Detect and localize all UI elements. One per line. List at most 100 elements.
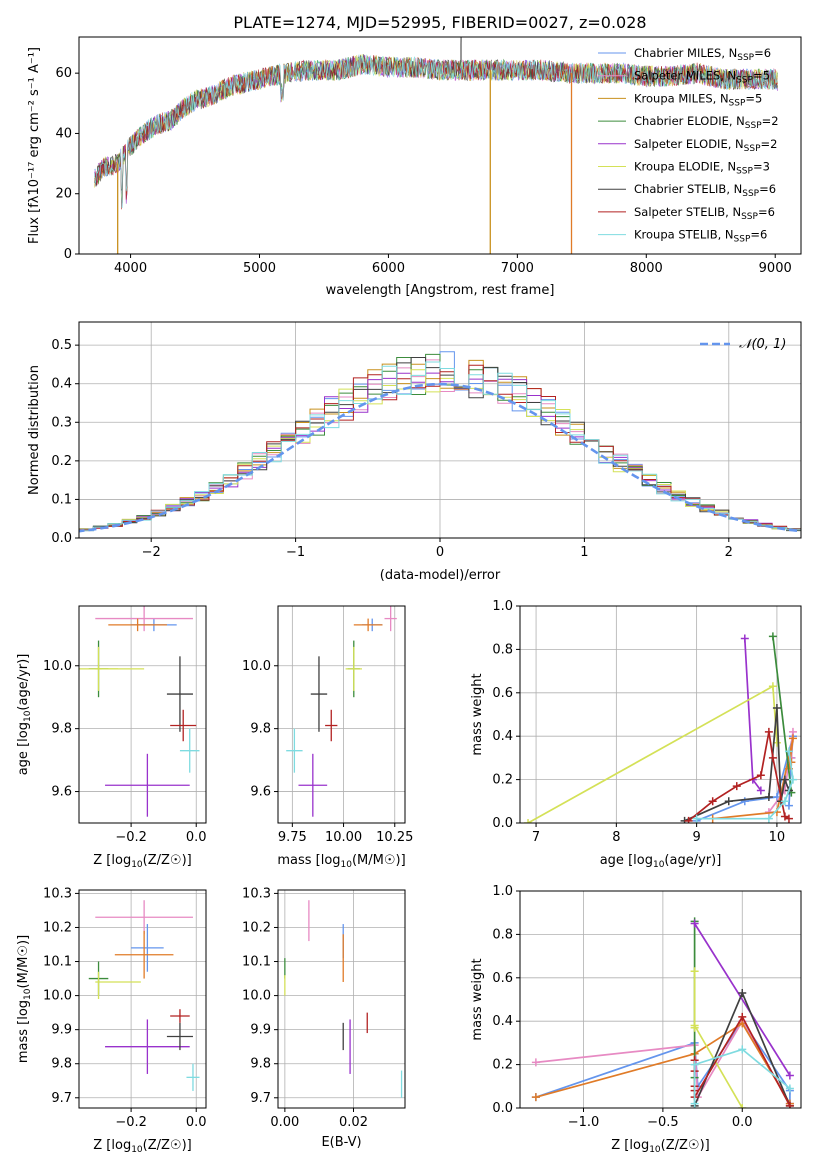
y-tick-label: 0.4 (492, 1014, 513, 1029)
x-tick-label: −0.2 (115, 830, 147, 845)
weight-marker (524, 819, 533, 823)
y-axis-title: age [log10(age/yr)] (16, 654, 33, 776)
mass-vs-ebv-panel: 0.00 0.02 9.7 9.8 9.9 10.0 10.1 10.2 10.3 E(B-V) (242, 886, 406, 1150)
x-tick-label: 9 (692, 830, 700, 845)
weight-marker (784, 801, 793, 810)
axes-frame (277, 605, 406, 824)
legend-entry: 𝒩(0, 1) (739, 337, 786, 352)
x-tick-label: 10 (769, 830, 786, 845)
y-tick-label: 10.3 (43, 886, 72, 901)
x-tick-label: 1 (580, 545, 588, 560)
weight-marker (772, 703, 781, 712)
y-tick-label: 1.0 (492, 599, 513, 614)
legend-entry: Kroupa STELIB, NSSP=6 (634, 228, 767, 245)
weight-marker (785, 1101, 794, 1108)
spectrum-plot-area (94, 37, 778, 254)
weight-marker (785, 1084, 794, 1093)
weight-line-8 (688, 731, 790, 822)
weight-line-6 (527, 684, 778, 823)
weight-line-5 (743, 638, 762, 792)
x-tick-label: 0.02 (339, 1115, 368, 1130)
y-tick-label: 9.7 (51, 1091, 72, 1106)
weight-marker (738, 1045, 747, 1054)
y-tick-label: 0.0 (492, 816, 513, 831)
y-tick-label: 0.0 (51, 531, 72, 546)
weight-marker (768, 753, 777, 762)
weight-marker (690, 919, 699, 928)
y-tick-label: 9.8 (51, 722, 72, 737)
y-axis-title: mass weight (470, 958, 485, 1040)
weight-vs-age-panel-plot-area (524, 632, 797, 823)
x-tick-label: 10.25 (376, 830, 413, 845)
y-tick-label: 0.6 (492, 971, 513, 986)
x-tick-label: 9000 (759, 261, 792, 276)
weight-marker (780, 812, 789, 821)
weight-marker (724, 797, 733, 806)
x-tick-label: 0.0 (732, 1115, 753, 1130)
x-axis-title: Z [log10(Z/Z☉)] (93, 1138, 191, 1155)
y-tick-label: 60 (55, 66, 72, 81)
weight-line-9 (693, 1048, 791, 1104)
spectrum-panel: 4000 5000 6000 7000 8000 9000 0 20 40 60 Chabrier … (27, 36, 802, 298)
x-axis-title: age [log10(age/yr)] (600, 853, 722, 870)
axes-frame (277, 889, 406, 1109)
x-tick-label: 9.75 (278, 830, 307, 845)
histogram-step-9 (79, 361, 801, 533)
x-tick-label: 0 (436, 545, 444, 560)
y-axis-title: mass [log10(M/M☉)] (16, 935, 33, 1063)
y-tick-label: 0.2 (51, 454, 72, 469)
age-vs-Z-panel: −0.2 0.0 9.6 9.8 10.0 Z [log10(Z/Z☉)] age [log… (16, 605, 207, 870)
legend-entry: Kroupa ELODIE, NSSP=3 (634, 160, 770, 177)
y-tick-label: 9.8 (51, 1057, 72, 1072)
y-axis-title: Normed distribution (27, 365, 42, 495)
y-tick-label: 10.0 (242, 659, 271, 674)
y-tick-label: 0.1 (51, 492, 72, 507)
weight-marker (764, 814, 773, 823)
axes-frame (78, 889, 207, 1109)
y-axis-title: mass weight (470, 673, 485, 755)
histogram-panel: −2 −1 0 1 2 0.0 0.1 0.2 0.3 0.4 0.5 𝒩(0, 1) (data-mo… (27, 321, 802, 583)
y-tick-label: 10.0 (43, 659, 72, 674)
mass-vs-Z-panel-plot-area (88, 900, 200, 1091)
weight-marker (764, 792, 773, 801)
weight-vs-Z-panel-plot-area (531, 917, 794, 1108)
weight-marker (764, 727, 773, 736)
x-tick-label: 6000 (372, 261, 405, 276)
y-tick-label: 10.0 (242, 989, 271, 1004)
weight-marker (690, 1099, 699, 1108)
mass-vs-ebv-panel-plot-area (284, 900, 403, 1098)
y-tick-label: 40 (55, 126, 72, 141)
axes-frame (519, 605, 802, 824)
y-tick-label: 1.0 (492, 884, 513, 899)
y-tick-label: 10.0 (43, 989, 72, 1004)
y-tick-label: 0.8 (492, 642, 513, 657)
y-tick-label: 20 (55, 187, 72, 202)
x-axis-title: (data-model)/error (380, 568, 501, 583)
spectrum-line-9 (94, 54, 778, 208)
y-tick-label: 9.8 (250, 722, 271, 737)
age-vs-Z-panel-plot-area (79, 606, 200, 817)
x-axis-title: E(B-V) (321, 1135, 361, 1150)
x-tick-label: 5000 (243, 261, 276, 276)
x-tick-label: 4000 (114, 261, 147, 276)
x-tick-label: 0.0 (186, 1115, 207, 1130)
histogram-step-4 (79, 353, 801, 533)
axes-frame (78, 321, 802, 539)
y-tick-label: 9.6 (250, 785, 271, 800)
x-axis-title: mass [log10(M/M☉)] (277, 853, 405, 870)
legend-entry: Salpeter MILES, NSSP=5 (634, 69, 770, 86)
weight-marker (708, 797, 717, 806)
y-tick-label: 0.2 (492, 773, 513, 788)
y-tick-label: 10.2 (242, 920, 271, 935)
weight-marker (692, 814, 701, 823)
mass-vs-Z-panel: −0.2 0.0 9.7 9.8 9.9 10.0 10.1 10.2 10.3 Z [log10… (16, 886, 207, 1155)
y-tick-label: 9.9 (51, 1023, 72, 1038)
legend-entry: Kroupa MILES, NSSP=5 (634, 91, 762, 108)
x-tick-label: 7 (532, 830, 540, 845)
legend-entry: Salpeter ELODIE, NSSP=2 (634, 137, 777, 154)
weight-marker (738, 1104, 747, 1108)
y-tick-label: 0.0 (492, 1101, 513, 1116)
y-tick-label: 10.3 (242, 886, 271, 901)
legend-entry: Chabrier ELODIE, NSSP=2 (634, 114, 779, 131)
